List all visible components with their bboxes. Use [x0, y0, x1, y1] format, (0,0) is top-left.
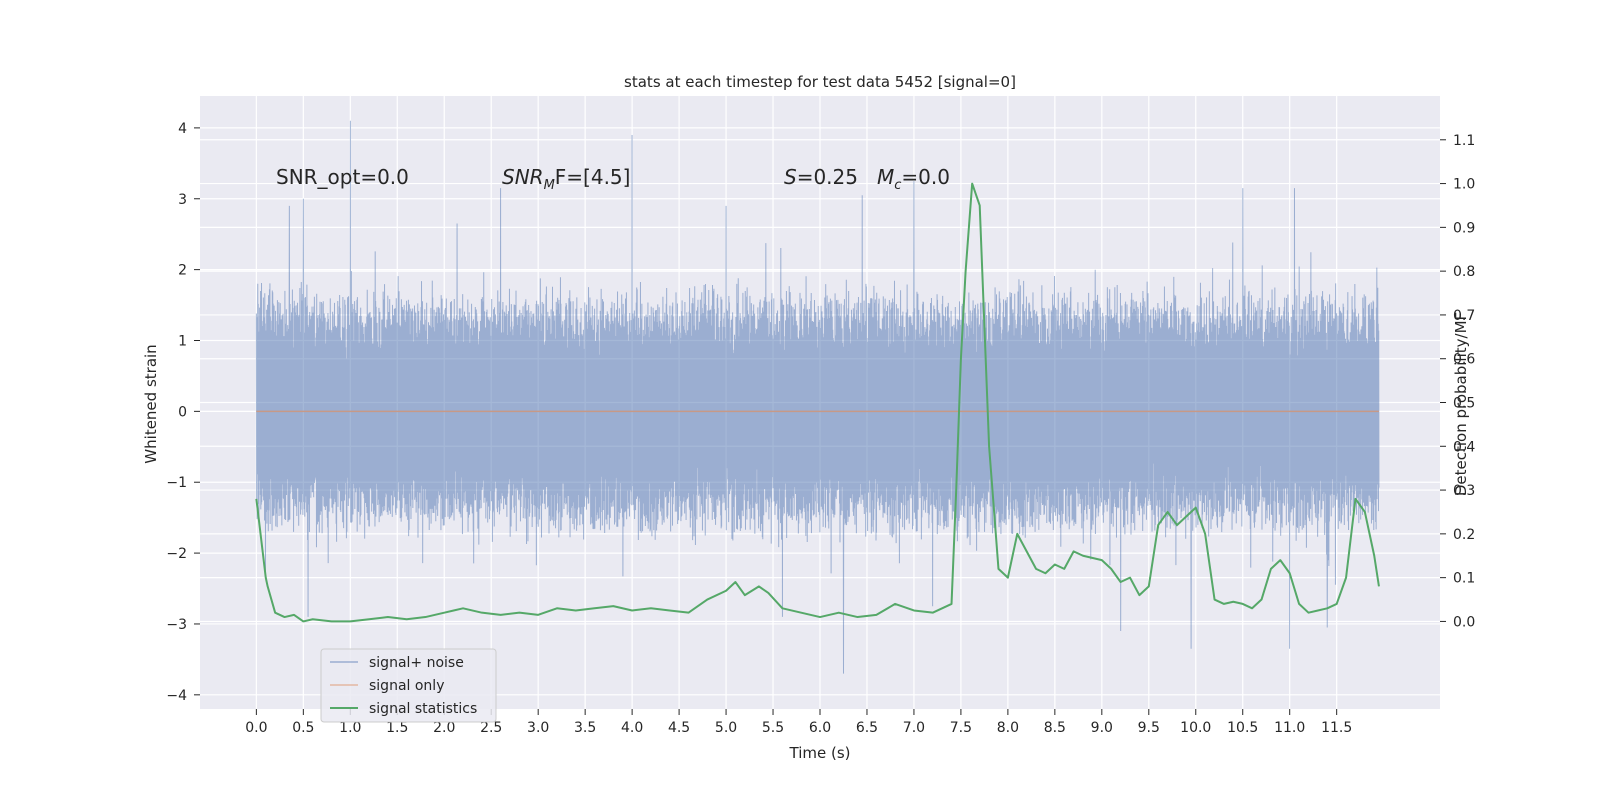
annotation-mc-main: M	[877, 165, 894, 189]
x-tick-label: 9.5	[1138, 720, 1160, 736]
x-tick-label: 5.0	[715, 720, 737, 736]
y-right-tick-label: 1.1	[1453, 133, 1475, 149]
y-right-tick-label: 1.0	[1453, 177, 1475, 193]
annotation-snr-mf-rest: F=[4.5]	[555, 165, 631, 189]
legend-label-signal-only: signal only	[369, 678, 444, 694]
y-left-tick-label: 3	[178, 192, 187, 208]
x-tick-label: 8.5	[1044, 720, 1066, 736]
x-tick-label: 2.0	[433, 720, 455, 736]
annotation-s: S=0.25	[784, 165, 858, 189]
y-left-tick-label: 0	[178, 404, 187, 420]
y-left-tick-label: −4	[166, 688, 187, 704]
x-axis-label: Time (s)	[789, 744, 851, 762]
y-left-tick-label: −1	[166, 475, 187, 491]
x-tick-label: 0.5	[292, 720, 314, 736]
annotation-mc: Mc=0.0	[877, 165, 950, 193]
annotation-s-main: S	[784, 165, 797, 189]
y-right-tick-label: 0.6	[1453, 352, 1475, 368]
x-tick-label: 3.0	[527, 720, 549, 736]
x-tick-label: 5.5	[762, 720, 784, 736]
x-tick-label: 11.5	[1321, 720, 1352, 736]
x-tick-label: 7.5	[950, 720, 972, 736]
y-right-tick-label: 0.0	[1453, 614, 1475, 630]
annotation-mc-sub: c	[894, 178, 901, 193]
chart-title: stats at each timestep for test data 545…	[624, 73, 1016, 91]
x-tick-label: 1.5	[386, 720, 408, 736]
legend: signal+ noise signal only signal statist…	[320, 648, 497, 723]
y-left-tick-label: −2	[166, 546, 187, 562]
y-right-tick-label: 0.4	[1453, 439, 1475, 455]
annotation-snr-mf-sub: M	[544, 178, 555, 193]
annotation-snr-mf: SNRMF=[4.5]	[502, 165, 630, 193]
annotation-snr-mf-main: SNR	[502, 165, 544, 189]
y-axis-label-left: Whitened strain	[142, 344, 160, 463]
y-right-tick-label: 0.9	[1453, 220, 1475, 236]
y-left-tick-label: 1	[178, 333, 187, 349]
x-tick-label: 0.0	[245, 720, 267, 736]
y-right-tick-label: 0.8	[1453, 264, 1475, 280]
x-tick-label: 1.0	[339, 720, 361, 736]
x-tick-label: 10.0	[1180, 720, 1211, 736]
legend-label-signal-noise: signal+ noise	[369, 655, 464, 671]
x-tick-label: 9.0	[1091, 720, 1113, 736]
x-tick-label: 10.5	[1227, 720, 1258, 736]
x-tick-label: 6.0	[809, 720, 831, 736]
y-right-tick-label: 0.7	[1453, 308, 1475, 324]
axes: 0.0 0.5 1.0 1.5 2.0 2.5 3.0 3.5 4.0 4.5 5.0 5.5 6.0 6…	[166, 121, 1475, 736]
series-signal-noise	[255, 120, 1380, 674]
x-tick-label: 7.0	[903, 720, 925, 736]
legend-box	[320, 648, 497, 723]
x-tick-label: 2.5	[480, 720, 502, 736]
series-signal-statistics	[255, 182, 1380, 623]
annotation-snr-opt: SNR_opt=0.0	[276, 165, 409, 189]
x-tick-label: 8.0	[997, 720, 1019, 736]
y-right-tick-label: 0.5	[1453, 396, 1475, 412]
legend-label-signal-statistics: signal statistics	[369, 701, 477, 717]
y-left-tick-label: 4	[178, 121, 187, 137]
y-right-tick-label: 0.1	[1453, 571, 1475, 587]
y-right-tick-label: 0.3	[1453, 483, 1475, 499]
annotation-s-rest: =0.25	[797, 165, 858, 189]
x-tick-label: 11.0	[1274, 720, 1305, 736]
x-tick-label: 4.0	[621, 720, 643, 736]
y-left-tick-label: −3	[166, 617, 187, 633]
y-left-tick-label: 2	[178, 263, 187, 279]
x-tick-label: 6.5	[856, 720, 878, 736]
y-axis-label-right: Detection probability/MF	[1452, 312, 1470, 496]
x-tick-label: 4.5	[668, 720, 690, 736]
x-tick-label: 3.5	[574, 720, 596, 736]
annotation-mc-rest: =0.0	[901, 165, 950, 189]
y-right-tick-label: 0.2	[1453, 527, 1475, 543]
data-layer	[255, 120, 1380, 674]
